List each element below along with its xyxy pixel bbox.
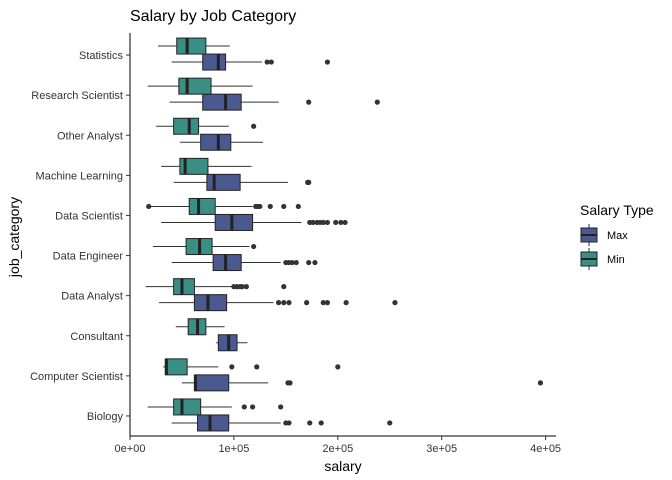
box-data-analyst-max	[193, 294, 228, 312]
outlier-statistics-max-2	[324, 59, 331, 65]
outlier-data-scientist-max-6	[333, 219, 339, 226]
box-other-analyst-max	[200, 133, 232, 151]
box-data-engineer-max	[212, 254, 242, 272]
outlier-biology-max-3	[318, 420, 324, 426]
outlier-data-analyst-max-2	[286, 300, 292, 306]
y-axis-title: job_category	[6, 197, 22, 278]
box-research-scientist-max	[202, 93, 242, 111]
box-biology-max	[197, 414, 230, 432]
x-tick-label: 1e+05	[218, 443, 249, 455]
outlier-research-scientist-max-1	[374, 99, 380, 105]
chart-title: Salary by Job Category	[130, 8, 296, 25]
y-tick-label-data-scientist: Data Scientist	[55, 210, 123, 222]
series-max	[159, 53, 544, 432]
outlier-data-engineer-max-5	[312, 259, 318, 266]
box-biology-min	[173, 398, 202, 416]
y-tick-label-biology: Biology	[87, 411, 124, 423]
legend-label-min: Min	[607, 254, 625, 266]
legend-item-max: Max	[580, 224, 628, 246]
box-machine-learning-min	[179, 157, 209, 175]
outlier-data-engineer-max-2	[289, 259, 295, 266]
legend-items: Max Min	[580, 224, 628, 270]
outlier-computer-scientist-max-1	[287, 380, 293, 386]
y-tick-label-consultant: Consultant	[70, 331, 123, 343]
box-data-scientist-min	[188, 197, 216, 215]
outlier-statistics-max-0	[264, 59, 270, 65]
outlier-research-scientist-max-0	[306, 99, 312, 105]
outlier-data-analyst-min-3	[239, 284, 245, 290]
x-axis-title: salary	[324, 458, 361, 474]
outlier-data-scientist-min-0	[146, 203, 152, 210]
outlier-data-analyst-max-6	[343, 300, 349, 306]
box-statistics-min	[176, 37, 207, 55]
x-tick-label: 3e+05	[426, 443, 457, 455]
y-tick-label-other-analyst: Other Analyst	[57, 130, 123, 142]
outlier-data-scientist-min-4	[267, 203, 273, 210]
outlier-data-analyst-min-4	[243, 284, 249, 290]
outlier-data-scientist-min-5	[281, 203, 287, 210]
outlier-data-analyst-max-4	[320, 300, 326, 306]
outlier-data-scientist-max-8	[342, 219, 348, 226]
outlier-biology-max-1	[286, 420, 292, 426]
y-tick-label-data-engineer: Data Engineer	[53, 251, 124, 263]
legend-label-max: Max	[607, 230, 628, 242]
plot-area	[145, 37, 544, 432]
outlier-data-analyst-min-5	[281, 284, 287, 290]
outlier-data-scientist-max-7	[338, 219, 344, 226]
box-data-analyst-min	[173, 278, 195, 296]
outlier-data-analyst-max-3	[304, 300, 310, 306]
outlier-data-scientist-max-4	[320, 219, 326, 226]
outlier-data-analyst-max-7	[392, 300, 398, 306]
outlier-data-scientist-min-3	[257, 203, 263, 210]
box-machine-learning-max	[206, 173, 241, 191]
legend-item-min: Min	[580, 248, 625, 270]
box-other-analyst-min	[173, 117, 200, 135]
outlier-computer-scientist-min-0	[229, 364, 235, 370]
x-tick-label: 2e+05	[322, 443, 353, 455]
y-tick-label-machine-learning: Machine Learning	[36, 170, 123, 182]
box-computer-scientist-min	[164, 358, 188, 376]
axes: 0e+00 1e+05 2e+05 3e+05 4e+05 Statistics Resea…	[30, 33, 561, 455]
outlier-machine-learning-max-1	[306, 179, 312, 185]
box-research-scientist-min	[178, 77, 212, 95]
y-tick-label-research-scientist: Research Scientist	[31, 90, 123, 102]
outlier-data-analyst-max-1	[281, 300, 287, 306]
outlier-data-engineer-max-4	[306, 259, 312, 266]
series-min	[145, 37, 341, 416]
outlier-computer-scientist-min-2	[335, 364, 341, 370]
box-computer-scientist-max	[193, 374, 230, 392]
outlier-data-analyst-max-5	[324, 300, 331, 306]
outlier-computer-scientist-max-2	[537, 380, 544, 386]
y-tick-label-statistics: Statistics	[79, 50, 124, 62]
legend: Salary Type Max Min	[580, 202, 654, 270]
outlier-data-scientist-max-5	[324, 219, 331, 226]
outlier-data-engineer-max-3	[293, 259, 299, 266]
x-tick-label: 4e+05	[530, 443, 561, 455]
outlier-statistics-max-1	[268, 59, 274, 65]
box-statistics-max	[202, 53, 227, 71]
outlier-biology-max-4	[387, 420, 393, 426]
x-tick-label: 0e+00	[115, 443, 146, 455]
outlier-other-analyst-min-0	[251, 123, 257, 129]
box-data-scientist-max	[214, 213, 254, 231]
legend-title: Salary Type	[580, 202, 654, 218]
outlier-biology-min-2	[278, 404, 284, 410]
outlier-data-scientist-min-6	[295, 203, 301, 210]
y-tick-label-data-analyst: Data Analyst	[61, 291, 123, 303]
outlier-biology-max-2	[307, 420, 313, 426]
outlier-data-scientist-max-1	[310, 219, 316, 226]
y-tick-label-computer-scientist: Computer Scientist	[30, 371, 123, 383]
outlier-data-analyst-max-0	[275, 300, 282, 306]
outlier-computer-scientist-min-1	[254, 364, 260, 370]
outlier-data-engineer-min-0	[251, 243, 257, 250]
outlier-biology-min-0	[241, 404, 247, 410]
outlier-biology-min-1	[250, 404, 256, 410]
